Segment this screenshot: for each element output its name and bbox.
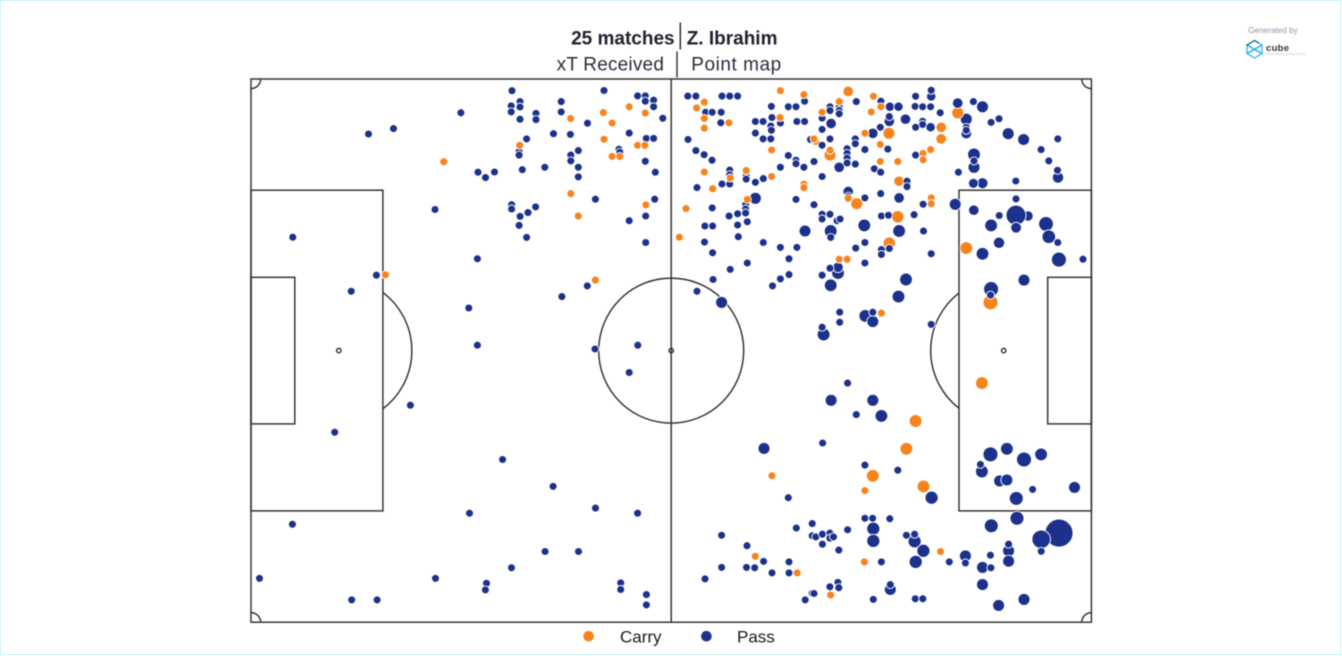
- svg-text:Z. Ibrahim: Z. Ibrahim: [687, 28, 778, 49]
- svg-text:cube: cube: [1266, 43, 1289, 54]
- svg-text:Pass: Pass: [737, 627, 775, 646]
- svg-text:25 matches: 25 matches: [571, 28, 675, 49]
- svg-text:FOOTBALL ANALYTICS: FOOTBALL ANALYTICS: [1266, 52, 1305, 56]
- svg-text:Carry: Carry: [620, 627, 662, 646]
- svg-text:Point map: Point map: [691, 54, 782, 75]
- svg-text:xT Received: xT Received: [557, 54, 664, 75]
- svg-text:Generated by: Generated by: [1248, 26, 1299, 35]
